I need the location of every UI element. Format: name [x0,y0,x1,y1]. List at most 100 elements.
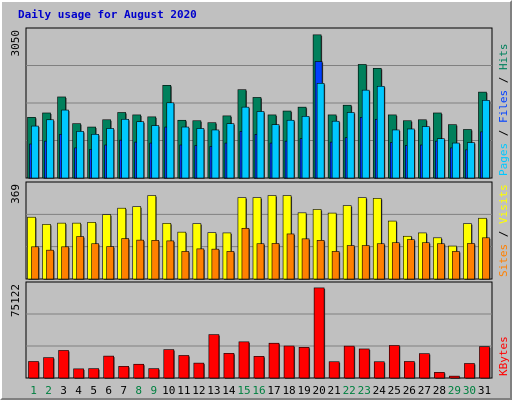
pages-bar-day-7 [121,118,129,179]
kbytes-bar-day-10 [163,349,175,379]
legend-separator: / [497,70,510,90]
day-label-10: 10 [162,384,175,397]
pages-bar-day-29 [452,142,460,179]
sites-bar-day-24 [376,243,385,280]
y-max-label-3: 75122 [9,284,22,317]
pages-bar-day-1 [31,125,39,179]
day-label-7: 7 [120,384,127,397]
pages-bar-day-18 [286,119,295,179]
pages-bar-day-5 [91,134,99,179]
day-label-2: 2 [45,384,52,397]
pages-bar-day-31 [482,100,490,179]
sites-bar-day-29 [452,251,460,280]
kbytes-bar-day-1 [28,361,39,379]
pages-bar-day-22 [346,112,355,179]
kbytes-bar-day-19 [298,347,310,379]
sites-bar-day-7 [121,238,129,280]
day-label-20: 20 [313,384,326,397]
pages-bar-day-3 [61,109,69,179]
kbytes-bar-day-25 [388,345,400,379]
day-label-13: 13 [207,384,220,397]
kbytes-bar-day-12 [193,362,205,379]
legend-sites: Sites [497,244,510,277]
day-label-27: 27 [418,384,431,397]
sites-bar-day-2 [46,249,54,280]
kbytes-bar-day-30 [464,363,475,379]
pages-bar-day-23 [361,89,370,179]
sites-bar-day-31 [482,237,490,280]
day-label-19: 19 [297,384,310,397]
kbytes-bar-day-11 [178,355,190,379]
day-label-12: 12 [192,384,205,397]
sites-bar-day-28 [437,243,445,280]
kbytes-bar-day-6 [103,355,114,379]
sites-bar-day-1 [31,246,39,280]
legend-visits: Visits [497,184,510,224]
kbytes-bar-day-7 [118,366,129,379]
sites-bar-day-21 [331,251,340,280]
sites-bar-day-20 [316,240,325,280]
pages-bar-day-14 [226,123,235,179]
pages-bar-day-26 [407,128,415,179]
kbytes-bar-day-18 [283,345,295,379]
kbytes-bar-day-27 [419,353,430,379]
day-label-29: 29 [448,384,461,397]
sites-bar-day-13 [211,248,220,280]
legend-separator: / [497,123,510,143]
day-label-18: 18 [282,384,295,397]
sites-bar-day-14 [226,251,235,280]
day-label-26: 26 [403,384,416,397]
sites-bar-day-30 [467,243,475,280]
kbytes-bar-day-4 [73,368,84,379]
kbytes-bar-day-2 [43,357,54,379]
day-label-6: 6 [105,384,112,397]
sites-bar-day-15 [241,227,250,280]
kbytes-bar-day-28 [434,372,445,379]
pages-bar-day-20 [316,83,325,179]
kbytes-bar-day-15 [238,341,250,379]
day-label-9: 9 [150,384,157,397]
legend-pages: Pages [497,143,510,176]
day-label-23: 23 [358,384,371,397]
sites-bar-day-11 [181,251,190,280]
pages-bar-day-15 [241,106,250,179]
kbytes-bar-day-5 [88,368,99,379]
kbytes-bar-day-8 [133,363,145,379]
kbytes-bar-day-21 [328,361,340,379]
day-label-17: 17 [267,384,280,397]
day-label-21: 21 [328,384,341,397]
sites-bar-day-5 [91,243,99,280]
day-label-8: 8 [135,384,142,397]
day-label-24: 24 [373,384,387,397]
kbytes-bar-day-3 [58,350,69,379]
day-label-5: 5 [90,384,97,397]
day-label-15: 15 [237,384,250,397]
kbytes-bar-day-16 [253,356,265,379]
sites-bar-day-8 [136,239,145,280]
kbytes-bar-day-9 [148,368,160,379]
y-max-label-2: 369 [9,184,22,204]
day-label-4: 4 [75,384,82,397]
pages-bar-day-9 [151,125,160,179]
legend-panel-1: Pages / Files / Hits [497,44,510,177]
pages-bar-day-25 [391,129,400,179]
pages-bar-day-11 [181,126,190,179]
pages-bar-day-10 [166,102,175,179]
legend-separator: / [497,224,510,244]
kbytes-bar-day-31 [479,346,490,379]
kbytes-bar-day-23 [358,348,370,379]
kbytes-bar-day-20 [313,287,325,379]
pages-bar-day-6 [106,128,114,179]
kbytes-bar-day-22 [343,345,355,379]
pages-bar-day-4 [76,131,84,179]
pages-bar-day-13 [211,129,220,179]
day-label-11: 11 [177,384,190,397]
day-label-14: 14 [222,384,236,397]
day-label-25: 25 [388,384,401,397]
pages-bar-day-21 [331,120,340,179]
legend-panel-2: Sites / Visits [497,184,510,277]
pages-bar-day-12 [196,128,205,179]
day-label-31: 31 [478,384,491,397]
